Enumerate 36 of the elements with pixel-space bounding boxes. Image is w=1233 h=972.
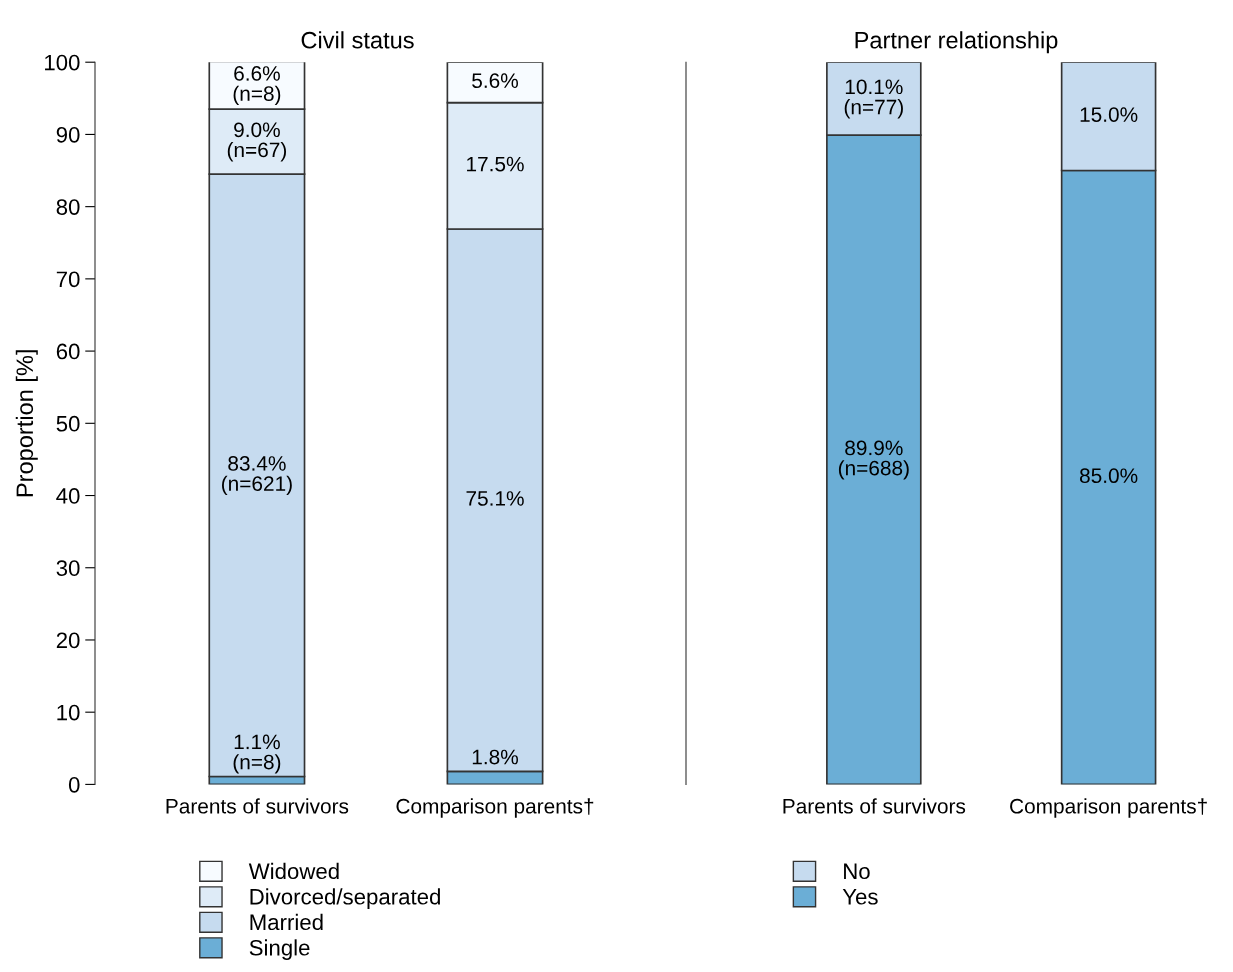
data-label: 10.1% (n=77): [844, 79, 903, 119]
data-label: 9.0% (n=67): [227, 122, 287, 162]
y-tick-label: 90: [56, 126, 80, 143]
y-tick-label: 50: [56, 415, 80, 432]
y-tick-label: 40: [56, 488, 80, 504]
y-tick-label: 70: [56, 271, 80, 288]
y-tick-label: 10: [57, 704, 80, 721]
data-label: 89.9% (n=688): [838, 440, 909, 480]
data-label: 6.6% (n=8): [233, 66, 281, 106]
data-label: 1.1% (n=8): [233, 734, 281, 774]
x-tick-label: Parents of survivors: [783, 798, 966, 814]
data-label: 75.1%: [466, 491, 524, 506]
data-label: 1.8%: [472, 749, 518, 765]
legend-label: Yes: [842, 889, 878, 905]
y-axis-title: Proportion [%]: [15, 350, 38, 497]
y-tick-label: 60: [56, 343, 80, 360]
chart-title: Partner relationship: [855, 31, 1058, 54]
y-tick-label: 80: [56, 199, 80, 215]
legend-label: Single: [249, 939, 310, 961]
x-tick-label: Comparison parents†: [1010, 798, 1207, 818]
x-tick-label: Comparison parents†: [396, 798, 594, 818]
data-label: 5.6%: [472, 73, 518, 89]
legend-label: Divorced/separated: [250, 888, 440, 910]
y-tick-label: 0: [68, 776, 80, 793]
y-tick-label: 100: [45, 54, 80, 71]
legend-label: No: [844, 863, 870, 880]
data-label: 85.0%: [1079, 468, 1138, 484]
x-tick-label: Parents of survivors: [166, 798, 349, 814]
data-label: 15.0%: [1080, 107, 1138, 122]
data-label: 83.4% (n=621): [222, 456, 292, 496]
y-tick-label: 20: [56, 632, 80, 649]
data-label: 17.5%: [467, 156, 524, 172]
y-tick-label: 30: [56, 560, 80, 577]
legend-label: Married: [250, 913, 323, 931]
chart-title: Civil status: [301, 31, 414, 49]
legend-label: Widowed: [248, 862, 339, 880]
